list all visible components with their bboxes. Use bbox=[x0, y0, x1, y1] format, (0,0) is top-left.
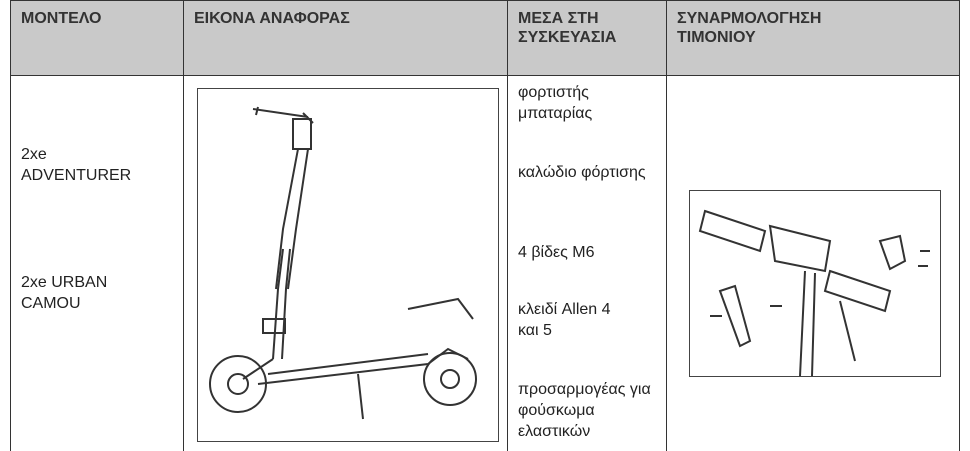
header-cell: ΜΕΣΑ ΣΤΗ ΣΥΣΚΕΥΑΣΙΑ bbox=[507, 0, 667, 76]
contents-cell: φορτιστής μπαταρίας καλώδιο φόρτισης 4 β… bbox=[507, 76, 667, 451]
contents-item: 4 βίδες M6 bbox=[518, 244, 595, 261]
header-cell: ΜΟΝΤΕΛΟ bbox=[10, 0, 184, 76]
model: 2xe ADVENTURER bbox=[21, 146, 132, 184]
contents-item: κλειδί Allen 4 και 5 bbox=[518, 301, 611, 339]
header-text: ΜΟΝΤΕΛΟ bbox=[21, 10, 102, 27]
assembly-cell bbox=[666, 76, 960, 451]
model-cell: 2xe ADVENTURER 2xe URBAN CAMOU bbox=[10, 76, 184, 451]
contents-item: προσαρμογέας για φούσκωμα ελαστικών bbox=[518, 381, 651, 440]
handlebar-drawing bbox=[698, 209, 930, 377]
contents-item: φορτιστής μπαταρίας bbox=[518, 84, 593, 122]
header-cell: ΣΥΝΑΡΜΟΛΟΓΗΣΗ ΤΙΜΟΝΙΟΥ bbox=[666, 0, 960, 76]
right-border bbox=[959, 76, 960, 451]
scooter-image bbox=[197, 88, 499, 442]
scooter-drawing bbox=[209, 106, 477, 420]
handlebar-image bbox=[689, 190, 941, 377]
header-cell: ΕΙΚΟΝΑ ΑΝΑΦΟΡΑΣ bbox=[183, 0, 508, 76]
header-text: ΕΙΚΟΝΑ ΑΝΑΦΟΡΑΣ bbox=[194, 10, 350, 27]
image-cell bbox=[183, 76, 508, 451]
header-text: ΣΥΝΑΡΜΟΛΟΓΗΣΗ ΤΙΜΟΝΙΟΥ bbox=[677, 10, 822, 46]
model: 2xe URBAN CAMOU bbox=[21, 274, 108, 312]
table: ΜΟΝΤΕΛΟ ΕΙΚΟΝΑ ΑΝΑΦΟΡΑΣ ΜΕΣΑ ΣΤΗ ΣΥΣΚΕΥΑ… bbox=[10, 0, 960, 451]
header-text: ΜΕΣΑ ΣΤΗ ΣΥΣΚΕΥΑΣΙΑ bbox=[518, 10, 617, 46]
contents-item: καλώδιο φόρτισης bbox=[518, 164, 646, 181]
